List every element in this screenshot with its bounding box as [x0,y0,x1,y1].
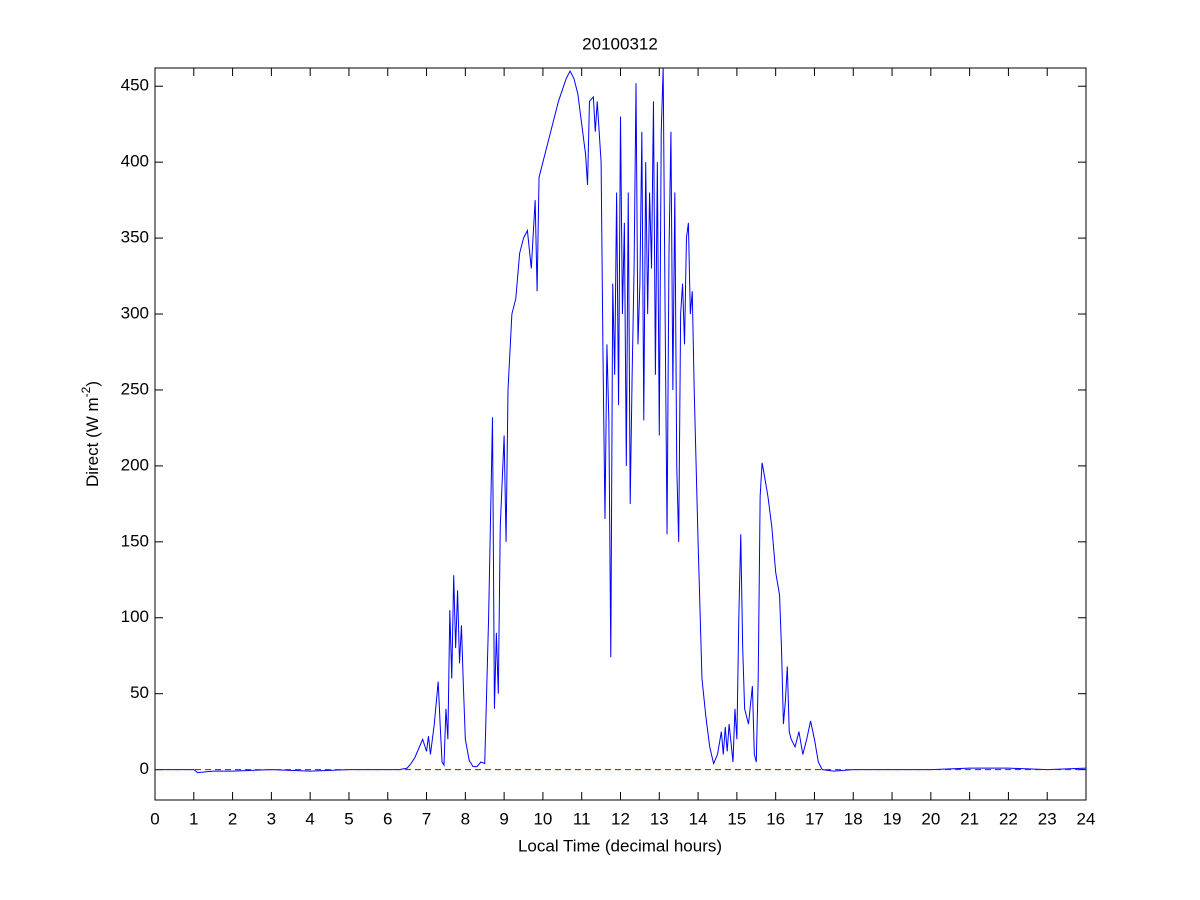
x-tick-label: 7 [422,809,431,828]
x-tick-label: 13 [650,809,669,828]
x-tick-label: 14 [689,809,708,828]
x-tick-label: 23 [1038,809,1057,828]
chart-title: 20100312 [582,34,658,53]
x-tick-label: 24 [1077,809,1096,828]
y-label-text: Direct (W m [83,397,102,487]
x-tick-label: 1 [189,809,198,828]
x-tick-label: 16 [766,809,785,828]
y-tick-label: 450 [121,76,149,95]
x-tick-label: 12 [611,809,630,828]
y-tick-label: 400 [121,152,149,171]
x-tick-label: 4 [305,809,314,828]
x-tick-label: 22 [999,809,1018,828]
y-tick-label: 100 [121,607,149,626]
y-tick-label: 250 [121,379,149,398]
x-tick-label: 15 [727,809,746,828]
x-tick-label: 3 [267,809,276,828]
x-tick-label: 9 [499,809,508,828]
y-tick-label: 200 [121,455,149,474]
x-tick-label: 6 [383,809,392,828]
x-axis-label: Local Time (decimal hours) [518,836,722,855]
x-tick-label: 2 [228,809,237,828]
x-tick-label: 10 [533,809,552,828]
y-label-suffix: ) [83,381,102,387]
y-tick-label: 50 [130,683,149,702]
y-axis-label: Direct (W m-2) [79,381,102,487]
x-tick-label: 5 [344,809,353,828]
y-label-sup: -2 [79,386,93,397]
x-tick-label: 19 [883,809,902,828]
x-tick-label: 0 [150,809,159,828]
x-tick-label: 8 [461,809,470,828]
y-tick-label: 350 [121,228,149,247]
x-tick-label: 17 [805,809,824,828]
y-tick-label: 0 [140,759,149,778]
x-tick-label: 21 [960,809,979,828]
y-tick-label: 150 [121,531,149,550]
y-tick-label: 300 [121,304,149,323]
x-tick-label: 20 [921,809,940,828]
x-tick-label: 18 [844,809,863,828]
data-line [155,67,1087,774]
x-tick-label: 11 [573,809,591,828]
